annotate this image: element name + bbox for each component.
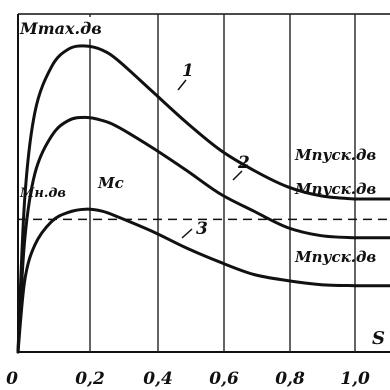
series-leader-3: [181, 228, 193, 239]
x-tick-label: 0,4: [143, 369, 173, 389]
series-leader-1: [177, 79, 187, 91]
series-label-2: 2: [237, 153, 250, 173]
x-tick-label: 0,2: [75, 369, 105, 389]
series-layer: [16, 44, 390, 354]
x-tick-labels: 0 0,2 0,4 0,6 0,8 1,0: [6, 369, 370, 389]
series-end-label-2: Mпуск.дв: [294, 180, 376, 198]
series-label-3: 3: [196, 219, 208, 239]
series-leader-2: [232, 170, 243, 181]
x-tick-label: 0,6: [209, 369, 239, 389]
x-tick-label: 0,8: [275, 369, 305, 389]
series-label-1: 1: [182, 61, 194, 81]
series-line-3: [16, 207, 357, 354]
y-axis-label-backdrop: [19, 17, 113, 39]
series-end-label-3: Mпуск.дв: [294, 248, 376, 266]
x-axis-label: S: [372, 328, 385, 349]
series-end-label-1: Mпуск.дв: [294, 146, 376, 164]
series-line-1: [16, 44, 357, 354]
series-line-2: [16, 115, 357, 354]
y-axis-label: Mmax.дв: [19, 19, 102, 38]
grid: [17, 13, 390, 353]
reference-line-name: Mc: [97, 174, 124, 192]
x-tick-label: 0: [6, 369, 18, 389]
x-tick-label: 1,0: [340, 369, 370, 389]
